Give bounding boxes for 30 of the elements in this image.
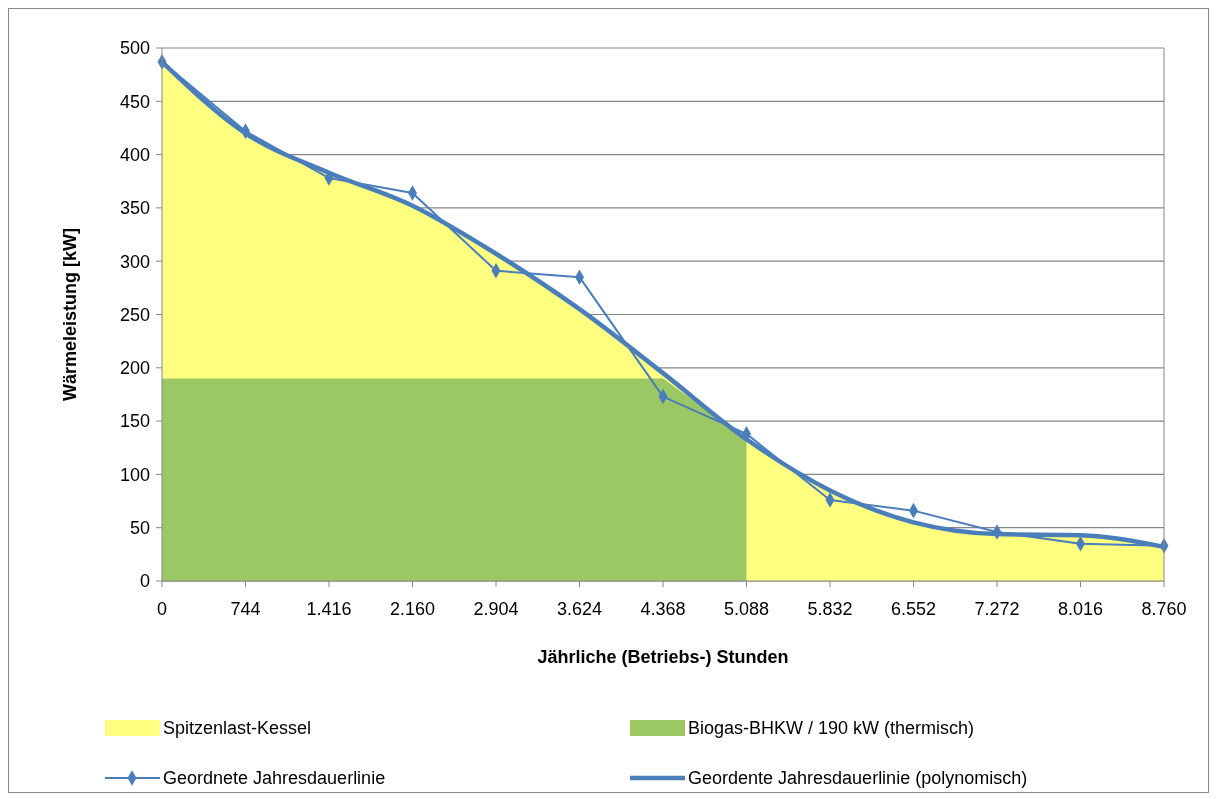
x-tick-label: 7.272 — [974, 599, 1020, 619]
y-tick-label: 0 — [139, 571, 150, 592]
x-tick-label: 5.832 — [807, 599, 853, 619]
legend-label: Geordente Jahresdauerlinie (polynomisch) — [688, 768, 1028, 789]
x-axis-title: Jährliche (Betriebs-) Stunden — [537, 647, 789, 667]
x-tick-label: 1.416 — [306, 599, 352, 619]
y-tick-label: 150 — [119, 411, 150, 432]
x-tick-label: 6.552 — [890, 599, 937, 619]
x-tick-label: 2.904 — [473, 599, 519, 619]
x-tick-label: 8.760 — [1141, 599, 1187, 619]
x-tick-label: 8.016 — [1057, 599, 1104, 619]
y-tick-label: 300 — [119, 251, 150, 272]
y-axis-title: Wärmeleistung [kW] — [60, 227, 80, 402]
y-tick-label: 100 — [119, 464, 150, 485]
y-tick-label: 50 — [129, 518, 150, 538]
y-tick-label: 200 — [119, 358, 150, 379]
x-tick-label: 744 — [230, 599, 261, 619]
y-tick-label: 250 — [119, 304, 150, 325]
y-tick-label: 450 — [119, 91, 150, 112]
y-tick-label: 400 — [119, 144, 150, 165]
x-tick-label: 4.368 — [640, 599, 686, 619]
x-tick-label: 2.160 — [389, 599, 436, 619]
legend-label: Spitzenlast-Kessel — [163, 718, 312, 739]
x-tick-label: 3.624 — [556, 599, 603, 619]
x-tick-label: 5.088 — [723, 599, 770, 619]
legend-label: Geordnete Jahresdauerlinie — [163, 768, 386, 789]
y-tick-label: 350 — [119, 198, 150, 219]
y-tick-label: 500 — [119, 38, 150, 59]
legend-label: Biogas-BHKW / 190 kW (thermisch) — [688, 718, 975, 739]
x-tick-label: 0 — [156, 599, 168, 619]
